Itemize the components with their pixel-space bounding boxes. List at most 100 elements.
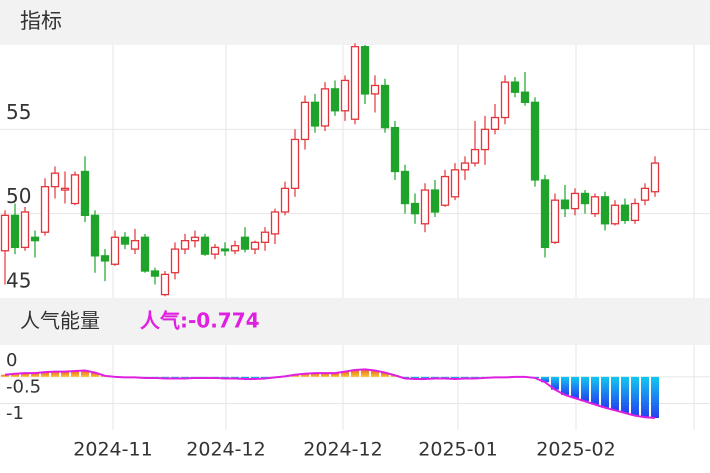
candle-body [90, 214, 100, 257]
candle-body [170, 248, 180, 274]
candle-body [360, 46, 370, 95]
candle-body [650, 162, 660, 193]
bar [71, 371, 79, 377]
header-band [0, 0, 710, 45]
bar [561, 376, 569, 395]
candle-body [100, 255, 110, 262]
bar [1, 374, 9, 377]
bar [331, 373, 339, 377]
y-tick-label: 0 [6, 350, 17, 371]
candle-body [110, 236, 120, 265]
candle-body [450, 169, 460, 198]
bar [41, 372, 49, 377]
x-tick-label: 2024-12 [303, 439, 382, 461]
indicator-title: 人气能量 [20, 309, 100, 333]
bar [91, 372, 99, 377]
candle-body [430, 189, 440, 213]
candle-body [420, 189, 430, 225]
candle-body [620, 204, 630, 222]
candle-body [640, 187, 650, 201]
y-tick-label: -0.5 [6, 376, 41, 397]
bar [601, 376, 609, 408]
candle-body [190, 236, 200, 242]
candle-body [540, 179, 550, 249]
bar [311, 373, 319, 377]
candle-body [480, 128, 490, 151]
candle-body [210, 246, 220, 255]
candle-body [30, 236, 40, 242]
candle-body [250, 241, 260, 250]
candle-body [140, 236, 150, 272]
bar [51, 371, 59, 377]
bar [621, 376, 629, 413]
candle-body [60, 187, 70, 191]
candle-body [230, 245, 240, 252]
candle-body [20, 211, 30, 249]
bar [581, 376, 589, 402]
candle-body [300, 101, 310, 141]
candle-body [10, 214, 20, 249]
bar [251, 376, 259, 379]
candle-body [180, 240, 190, 250]
indicator-value: 人气:-0.774 [140, 309, 260, 333]
bar [551, 376, 559, 390]
indicator-band [0, 298, 710, 345]
candle-body [630, 202, 640, 222]
y-tick-label: -1 [6, 403, 24, 424]
candle-body [80, 170, 90, 217]
candle-body [380, 84, 390, 129]
bar [541, 376, 549, 383]
candle-body [490, 116, 500, 130]
bar [21, 373, 29, 377]
candle-body [50, 172, 60, 188]
candle-body [460, 162, 470, 171]
candle-body [200, 236, 210, 255]
candle-body [0, 214, 10, 252]
candle-body [150, 270, 160, 277]
candle-body [280, 187, 290, 213]
bar [351, 369, 359, 377]
candle-body [500, 81, 510, 119]
bar [571, 376, 579, 399]
bar [341, 371, 349, 377]
x-tick-label: 2025-02 [536, 439, 615, 461]
candle-body [400, 170, 410, 205]
y-tick-label: 50 [6, 184, 31, 208]
candle-body [590, 196, 600, 215]
x-tick-label: 2025-01 [418, 439, 497, 461]
candle-body [270, 211, 280, 235]
candle-body [40, 186, 50, 233]
candle-body [340, 79, 350, 112]
y-tick-label: 55 [6, 100, 31, 124]
y-tick-label: 45 [6, 269, 31, 293]
candle-body [70, 174, 80, 205]
header-title: 指标 [20, 9, 62, 33]
candle-body [390, 126, 400, 173]
bar [11, 373, 19, 377]
candle-body [410, 202, 420, 215]
bar [451, 376, 459, 379]
candle-body [600, 196, 610, 225]
bar [301, 373, 309, 377]
candle-body [160, 273, 170, 296]
indicator-line [4, 368, 656, 419]
bar [321, 373, 329, 377]
candle-body [440, 175, 450, 206]
bar [371, 370, 379, 377]
candle-body [530, 101, 540, 181]
candle-body [220, 248, 230, 252]
candle-body [310, 101, 320, 127]
x-tick-label: 2024-11 [73, 439, 152, 461]
bar [31, 373, 39, 377]
bar [611, 376, 619, 411]
x-tick-label: 2024-12 [186, 439, 265, 461]
candle-body [570, 192, 580, 210]
candle-body [520, 91, 530, 103]
bar [381, 372, 389, 377]
candle-body [510, 81, 520, 93]
candle-body [320, 88, 330, 127]
candle-body [470, 148, 480, 164]
candle-body [370, 84, 380, 95]
bar [641, 376, 649, 418]
